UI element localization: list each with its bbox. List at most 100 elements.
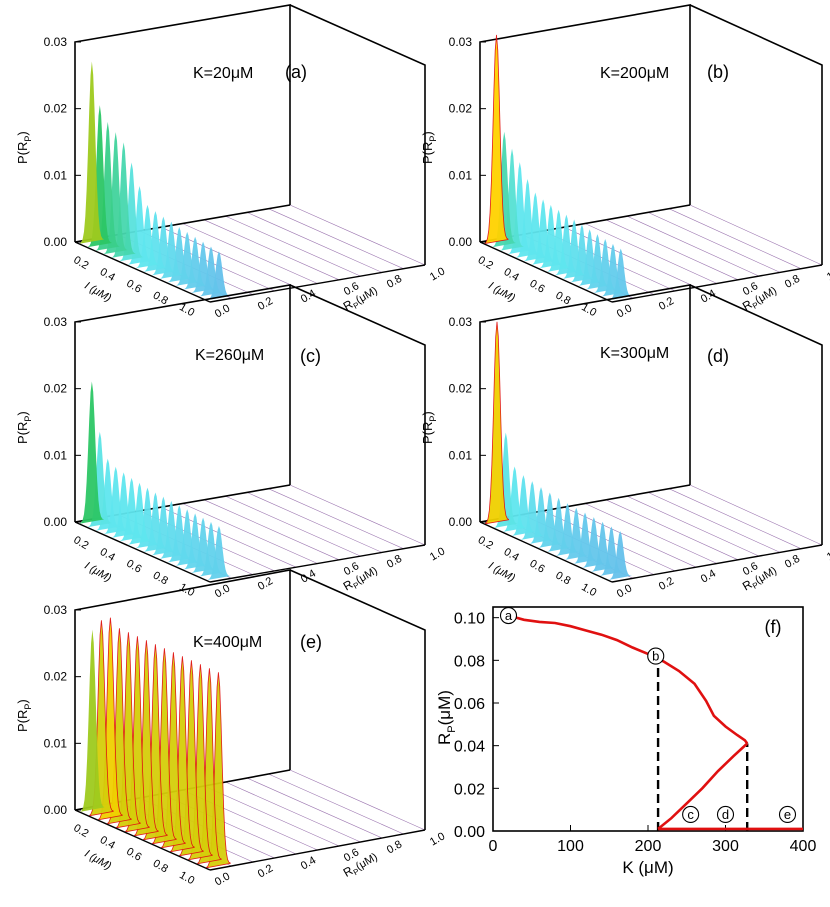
z-label-main: P(R xyxy=(420,142,435,164)
panel-d: 0.030.020.010.00P(RP)0.20.40.60.81.0I (μ… xyxy=(420,284,830,600)
y-tick-label: 0.00 xyxy=(454,824,485,841)
point-label: a xyxy=(505,608,513,623)
floor-grid-line xyxy=(225,781,361,843)
z-tick-label: 0.02 xyxy=(44,670,68,684)
y-tick-label: 0.04 xyxy=(454,739,485,756)
z-tick-label: 0.00 xyxy=(449,235,473,249)
z-label-sub: P xyxy=(23,136,33,142)
y-axis-label: RP(μM) xyxy=(435,690,458,745)
back-left-wall xyxy=(74,284,291,522)
z-axis-label: P(RP) xyxy=(15,699,33,732)
distribution-peak xyxy=(95,458,120,531)
floor-grid-line xyxy=(182,503,318,564)
distribution-peak xyxy=(554,214,578,276)
y-tick-label: 1.0 xyxy=(825,265,830,283)
y-tick-label: 0.8 xyxy=(783,273,802,291)
x-tick-label: 100 xyxy=(557,838,584,855)
distribution-peak xyxy=(523,192,547,262)
x-axis-label: K (μM) xyxy=(622,858,673,877)
floor-grid-line xyxy=(203,499,340,561)
y-tick-label: 0.08 xyxy=(454,653,485,670)
distribution-peak xyxy=(80,61,104,244)
x-axis-line xyxy=(479,521,613,583)
y-tick-label: 0.10 xyxy=(454,611,485,628)
panel-label: (e) xyxy=(300,632,322,652)
y-tick-label: 1.0 xyxy=(428,830,447,848)
z-tick-label: 0.01 xyxy=(44,448,68,462)
distribution-peak xyxy=(167,227,192,283)
floor-grid-line xyxy=(668,488,802,549)
y-tick-label: 0.4 xyxy=(299,854,318,872)
y-axis-line xyxy=(209,829,426,871)
floor-grid-line xyxy=(289,484,426,546)
x-tick-label: 400 xyxy=(790,838,817,855)
y-tick-label: 0.8 xyxy=(783,553,802,571)
x-axis-line xyxy=(74,241,211,303)
distribution-peak xyxy=(515,178,540,258)
floor-grid-line xyxy=(689,484,823,546)
distribution-peak xyxy=(159,221,184,279)
panel-title: K=20μM xyxy=(193,65,253,82)
z-tick-label: 0.01 xyxy=(44,736,68,750)
distribution-peak xyxy=(80,381,104,524)
z-tick-label: 0.00 xyxy=(44,515,68,529)
x-tick-label: 0.2 xyxy=(71,534,90,552)
x-tick-label: 0.4 xyxy=(98,266,117,284)
distribution-peak xyxy=(95,121,120,251)
z-tick-label: 0.02 xyxy=(44,382,68,396)
distribution-peak xyxy=(103,466,128,535)
y-tick-label: 0.2 xyxy=(256,295,275,313)
panel-title: K=300μM xyxy=(600,345,669,362)
x-tick-label: 0.4 xyxy=(98,546,117,564)
distribution-peak xyxy=(484,34,509,245)
z-tick-label: 0.01 xyxy=(449,448,473,462)
z-label-sub: P xyxy=(23,416,33,422)
x-axis-line xyxy=(479,241,613,303)
y-label-sub: P xyxy=(751,300,760,310)
panel-title: K=400μM xyxy=(193,634,262,651)
panel-f: 0 100 200 300 400 0.00 0.02 0.04 0.06 0.08 0.10 K (… xyxy=(435,606,817,877)
z-tick-label: 0.03 xyxy=(449,35,473,49)
plot-frame xyxy=(492,606,804,832)
y-tick-label: 0.0 xyxy=(213,870,232,888)
distribution-peak xyxy=(539,204,563,269)
y-axis-line xyxy=(209,264,426,303)
distribution-peak xyxy=(520,481,544,540)
distribution-peak xyxy=(87,105,112,248)
distribution-peak xyxy=(135,204,160,269)
distribution-peak xyxy=(593,238,617,293)
floor-grid-line xyxy=(160,226,297,288)
z-tick-label: 0.02 xyxy=(449,102,473,116)
panel-a: 0.030.020.010.00P(RP)0.20.40.60.81.0I (μ… xyxy=(15,4,447,320)
x-tick-label: 0.6 xyxy=(124,558,143,576)
z-axis-label: P(RP) xyxy=(15,131,33,164)
point-label: c xyxy=(687,807,694,822)
z-label-close: ) xyxy=(15,131,30,135)
back-left-wall xyxy=(479,284,691,522)
z-tick-label: 0.00 xyxy=(44,235,68,249)
z-label-main: P(R xyxy=(15,710,30,732)
back-left-wall xyxy=(479,4,691,242)
y-tick-label: 0.02 xyxy=(454,781,485,798)
y-tick-label: 0.8 xyxy=(385,553,404,571)
distribution-peak xyxy=(143,492,168,552)
panel-b: 0.030.020.010.00P(RP)0.20.40.60.81.0I (μ… xyxy=(420,4,830,320)
distribution-peak xyxy=(87,431,112,528)
y-tick-label: 1.0 xyxy=(428,265,447,283)
floor-grid-line xyxy=(268,488,404,549)
z-axis-label: P(RP) xyxy=(15,411,33,444)
point-label: d xyxy=(722,807,729,822)
panel-label: (a) xyxy=(285,62,307,82)
x-tick-label: 300 xyxy=(712,838,739,855)
x-tick-label: 0.4 xyxy=(502,546,521,564)
z-label-sub: P xyxy=(23,704,33,710)
distribution-peak xyxy=(601,243,625,297)
z-tick-label: 0.01 xyxy=(449,168,473,182)
floor-grid-line xyxy=(584,223,718,284)
floor-grid-line xyxy=(647,492,781,553)
back-right-wall xyxy=(289,569,426,830)
z-tick-label: 0.02 xyxy=(44,102,68,116)
distribution-peak xyxy=(199,521,223,577)
distribution-peak xyxy=(500,148,524,251)
x-tick-label: 1.0 xyxy=(579,581,598,599)
